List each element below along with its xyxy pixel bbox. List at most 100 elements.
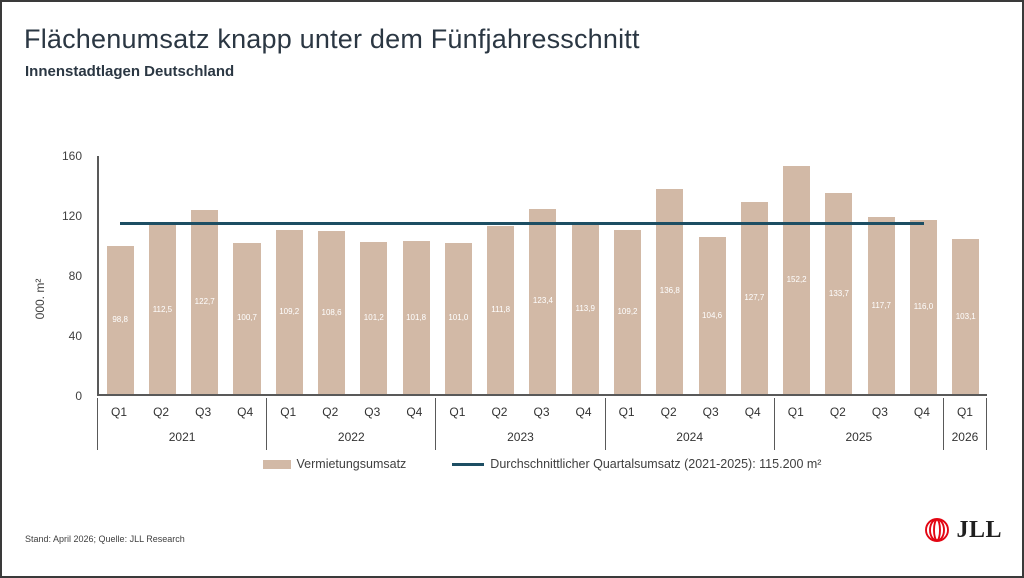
quarter-label: Q4	[575, 405, 592, 419]
year-group-2021: Q1 Q2 Q3 Q4 2021	[97, 398, 266, 450]
y-tick-label: 160	[61, 149, 82, 163]
bar-value-label: 122,7	[194, 296, 215, 306]
year-label: 2021	[168, 430, 196, 444]
quarter-label: Q1	[111, 405, 128, 419]
y-tick-label: 40	[68, 329, 82, 343]
bar-cell-2024-Q4: 127,7	[733, 156, 775, 394]
bar-value-label: 109,2	[617, 307, 638, 317]
quarter-label: Q2	[660, 405, 677, 419]
bar-2021-Q3: 122,7	[191, 209, 219, 394]
bar-2022-Q1: 109,2	[275, 230, 303, 394]
bar-cell-2023-Q3: 123,4	[522, 156, 564, 394]
plot-area: 98,8 112,5 122,7 100,7 109,2 108,6 101,2 101,8 1…	[97, 156, 987, 396]
year-label: 2023	[507, 430, 534, 444]
bar-2024-Q2: 136,8	[656, 188, 684, 394]
bar-cell-2025-Q1: 152,2	[776, 156, 818, 394]
legend-label: Vermietungsumsatz	[296, 457, 407, 471]
bar-value-label: 112,5	[152, 304, 173, 314]
bar-cell-2022-Q1: 109,2	[268, 156, 310, 394]
bar-2021-Q4: 100,7	[233, 242, 261, 394]
bar-swatch-icon	[262, 459, 291, 469]
bar-value-label: 111,8	[491, 305, 511, 315]
bar-value-label: 152,2	[786, 274, 807, 284]
legend-item-durchschnitt: Durchschnittlicher Quartalsumsatz (2021-…	[452, 457, 821, 471]
bar-value-label: 117,7	[871, 300, 891, 310]
bar-value-label: 109,2	[279, 307, 300, 317]
quarter-label: Q2	[829, 405, 846, 419]
bar-cell-2022-Q3: 101,2	[353, 156, 395, 394]
bar-cell-2021-Q3: 122,7	[184, 156, 226, 394]
bar-value-label: 101,8	[406, 312, 427, 322]
bar-cell-2024-Q2: 136,8	[649, 156, 691, 394]
bar-value-label: 127,7	[744, 293, 765, 303]
bar-2025-Q2: 133,7	[825, 193, 853, 394]
bar-cell-2024-Q1: 109,2	[606, 156, 648, 394]
quarter-label: Q1	[956, 405, 973, 419]
bar-cell-2023-Q4: 113,9	[564, 156, 606, 394]
bar-2025-Q1: 152,2	[783, 165, 811, 394]
quarter-label: Q4	[744, 405, 761, 419]
bar-2023-Q2: 111,8	[487, 226, 515, 394]
quarter-label: Q3	[364, 405, 381, 419]
year-group-2023: Q1 Q2 Q3 Q4 2023	[435, 398, 604, 450]
bar-value-label: 113,9	[575, 303, 595, 313]
quarter-label: Q3	[533, 405, 550, 419]
jll-logo: JLL	[923, 516, 1002, 544]
bar-cell-2023-Q2: 111,8	[480, 156, 522, 394]
page-title: Flächenumsatz knapp unter dem Fünfjahres…	[24, 24, 640, 54]
bar-cell-2022-Q2: 108,6	[310, 156, 352, 394]
bar-2022-Q3: 101,2	[360, 242, 388, 394]
bar-2024-Q3: 104,6	[698, 237, 726, 394]
page-subtitle: Innenstadtlagen Deutschland	[25, 63, 235, 80]
bar-2021-Q1: 98,8	[106, 245, 134, 394]
legend-item-vermietungsumsatz: Vermietungsumsatz	[262, 457, 407, 471]
bar-2022-Q2: 108,6	[318, 231, 346, 394]
bar-2024-Q4: 127,7	[740, 202, 768, 394]
year-group-2022: Q1 Q2 Q3 Q4 2022	[266, 398, 435, 450]
bar-value-label: 116,0	[913, 302, 934, 311]
quarter-label: Q2	[322, 405, 339, 419]
bar-value-label: 98,8	[112, 314, 128, 324]
bar-cell-2024-Q3: 104,6	[691, 156, 733, 394]
quarter-label: Q3	[702, 405, 719, 419]
bar-cell-2025-Q2: 133,7	[818, 156, 860, 394]
bar-2023-Q1: 101,0	[444, 242, 472, 394]
line-swatch-icon	[452, 462, 485, 466]
quarter-label: Q2	[153, 405, 170, 419]
bar-cell-2025-Q4: 116,0	[902, 156, 944, 394]
legend: Vermietungsumsatz Durchschnittlicher Qua…	[97, 457, 987, 471]
bar-2023-Q3: 123,4	[529, 208, 557, 394]
bar-2025-Q4: 116,0	[909, 220, 937, 394]
bar-value-label: 108,6	[321, 307, 342, 317]
year-label: 2025	[845, 430, 873, 444]
bar-value-label: 101,0	[448, 313, 469, 323]
quarter-label: Q1	[618, 405, 635, 419]
year-group-2025: Q1 Q2 Q3 Q4 2025	[773, 398, 943, 450]
quarter-label: Q2	[491, 405, 508, 419]
quarter-label: Q3	[871, 405, 888, 419]
bar-value-label: 136,8	[659, 286, 680, 296]
y-tick-label: 80	[68, 269, 82, 283]
y-tick-label: 120	[61, 209, 82, 223]
year-label: 2022	[337, 430, 365, 444]
quarter-label: Q1	[787, 405, 804, 419]
quarter-label: Q4	[237, 405, 254, 419]
bar-value-label: 104,6	[702, 310, 723, 320]
bar-2022-Q4: 101,8	[402, 241, 430, 394]
bar-value-label: 103,1	[955, 311, 976, 321]
legend-label: Durchschnittlicher Quartalsumsatz (2021-…	[490, 457, 822, 471]
year-label: 2026	[951, 430, 979, 444]
quarter-label: Q1	[449, 405, 466, 419]
quarter-label: Q4	[913, 405, 930, 419]
bar-value-label: 100,7	[236, 313, 257, 323]
bar-value-label: 101,2	[363, 313, 384, 323]
jll-globe-icon	[925, 518, 950, 542]
quarter-label: Q1	[280, 405, 297, 419]
bar-value-label: 123,4	[532, 296, 553, 306]
bar-cell-2021-Q2: 112,5	[141, 156, 183, 394]
y-axis-tick-labels: 0 40 80 120 160	[42, 149, 88, 403]
year-group-2026: Q1 2026	[942, 398, 987, 450]
bar-value-label: 133,7	[828, 288, 849, 298]
year-group-2024: Q1 Q2 Q3 Q4 2024	[604, 398, 774, 450]
